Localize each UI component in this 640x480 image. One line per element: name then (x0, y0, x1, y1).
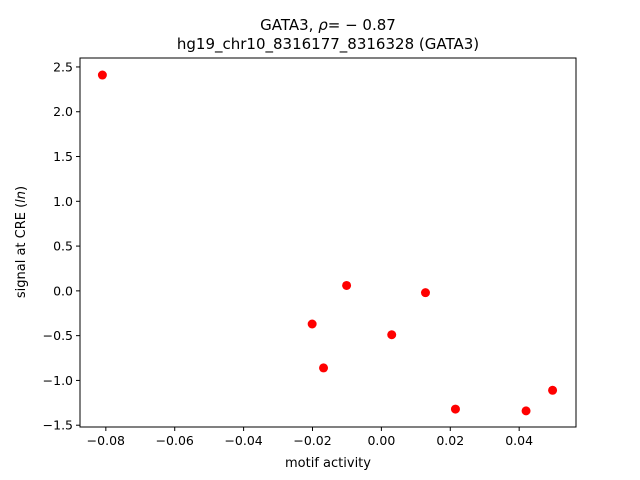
data-point (420, 288, 430, 298)
x-tick-label: 0.02 (436, 433, 464, 448)
data-point (548, 385, 558, 395)
chart-title: GATA3, ρ= − 0.87 (260, 16, 396, 34)
y-axis-label-italic: ln (14, 191, 29, 203)
x-tick-label: −0.02 (293, 433, 331, 448)
data-point (307, 319, 317, 329)
data-point (450, 404, 460, 414)
data-point (342, 280, 352, 290)
plot-frame (79, 57, 577, 428)
y-axis-label-prefix: signal at CRE ( (14, 203, 29, 298)
y-tick-label: −1.5 (43, 418, 73, 433)
y-tick-label: 0.5 (53, 239, 73, 254)
y-tick-label: 2.5 (53, 59, 73, 74)
y-axis-ticks: −1.5 −1.0 −0.5 0.0 0.5 1.0 1.5 2.0 2.5 (43, 59, 80, 433)
plot-area (79, 57, 577, 428)
data-points (97, 70, 558, 416)
y-axis-label: signal at CRE (ln) (14, 186, 29, 298)
x-tick-label: −0.06 (156, 433, 194, 448)
chart-title-rho: ρ (318, 16, 328, 34)
y-tick-label: 2.0 (53, 104, 73, 119)
x-axis-ticks: −0.08 −0.06 −0.04 −0.02 0.00 0.02 0.04 (87, 427, 533, 448)
chart-title-prefix: GATA3, (260, 16, 318, 34)
y-tick-label: 0.0 (53, 283, 73, 298)
x-axis-label: motif activity (285, 456, 371, 471)
chart-subtitle: hg19_chr10_8316177_8316328 (GATA3) (177, 35, 479, 54)
y-axis-label-suffix: ) (14, 186, 29, 191)
y-tick-label: 1.0 (53, 194, 73, 209)
chart-title-suffix: = − 0.87 (328, 16, 396, 34)
y-tick-label: 1.5 (53, 149, 73, 164)
data-point (319, 363, 329, 373)
y-tick-label: −0.5 (43, 328, 73, 343)
data-point (387, 330, 397, 340)
data-point (521, 406, 531, 416)
x-tick-label: −0.04 (224, 433, 262, 448)
x-tick-label: 0.04 (505, 433, 533, 448)
x-tick-label: −0.08 (87, 433, 125, 448)
data-point (97, 70, 107, 80)
x-tick-label: 0.00 (367, 433, 395, 448)
y-tick-label: −1.0 (43, 373, 73, 388)
